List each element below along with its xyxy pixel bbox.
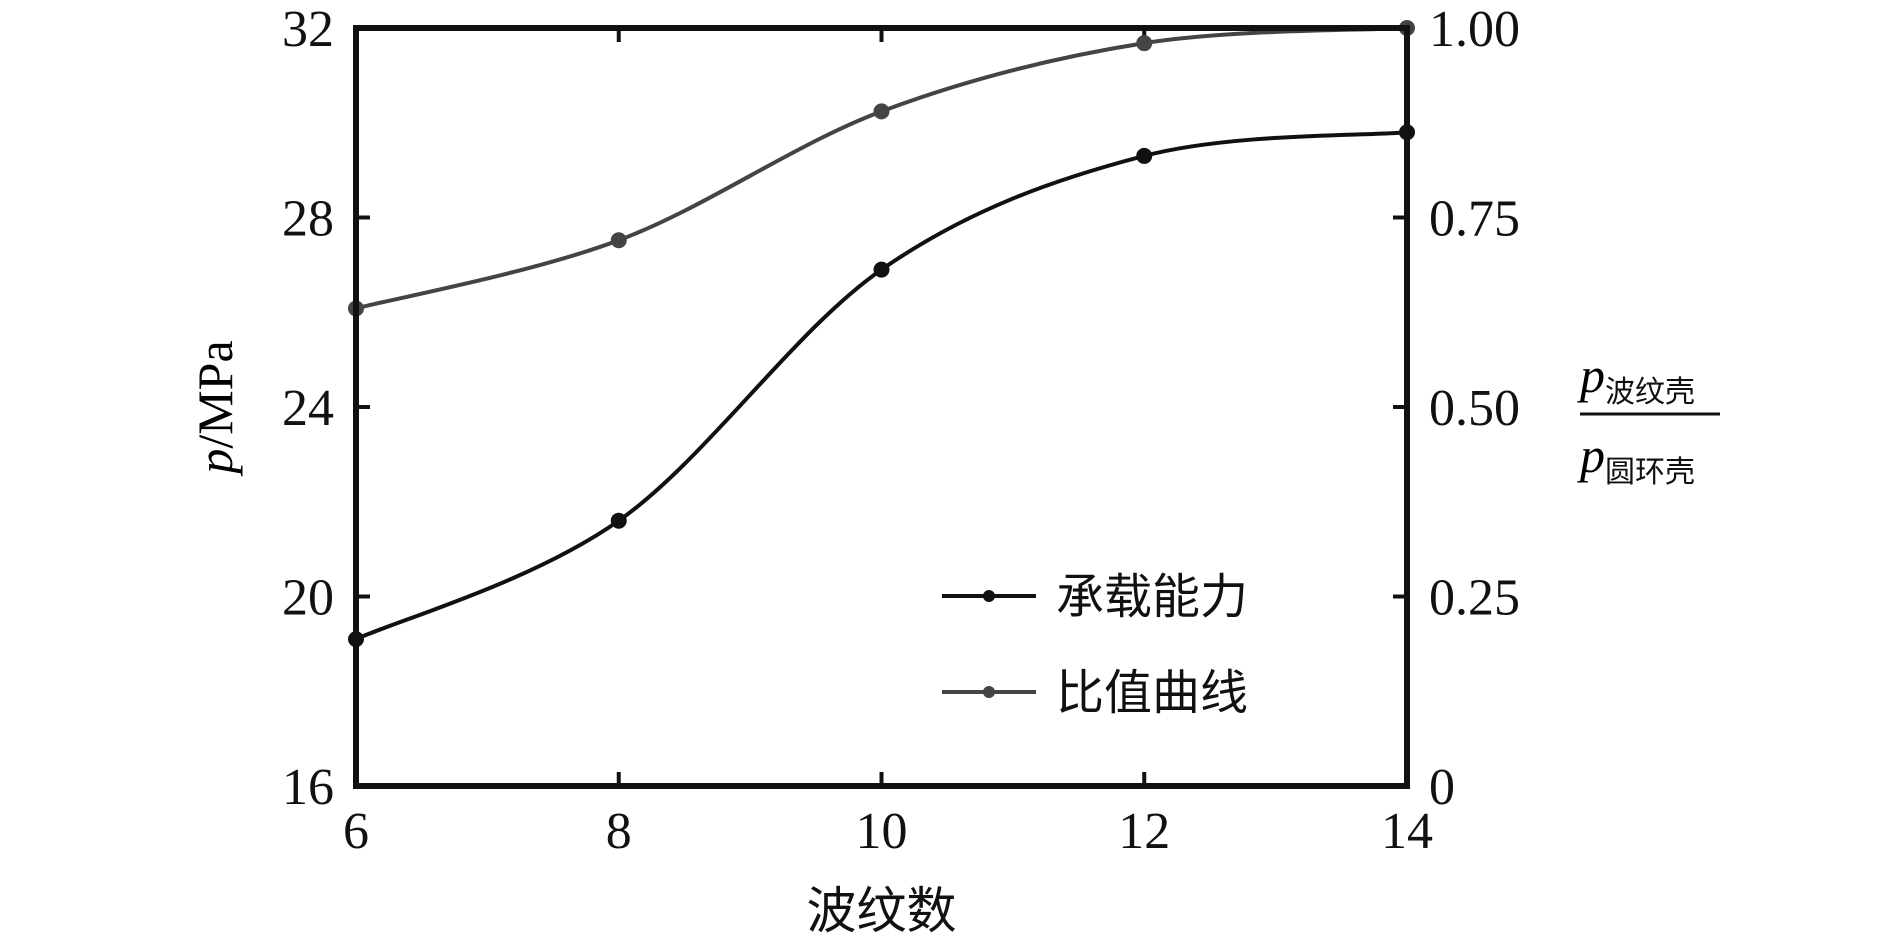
data-point-capacity [873, 261, 890, 278]
x-tick-label: 12 [1118, 803, 1170, 860]
data-point-ratio [610, 232, 627, 249]
x-tick-label: 6 [343, 803, 369, 860]
x-axis-title: 波纹数 [807, 882, 957, 940]
y-tick-label: 32 [282, 1, 334, 58]
data-point-ratio [1136, 35, 1153, 52]
y2-tick-label: 0.50 [1429, 380, 1520, 437]
y2-tick-label: 0 [1429, 759, 1455, 816]
y-axis-title: p/MPa [187, 340, 243, 476]
y-axis-title-var: p [187, 449, 243, 477]
y-tick-label: 20 [282, 570, 334, 627]
y-tick-label: 16 [282, 759, 334, 816]
legend-label-ratio: 比值曲线 [1056, 665, 1248, 721]
y2-axis-title-denominator: p圆环壳 [1577, 427, 1695, 490]
series-line-capacity [355, 130, 1408, 641]
plot-frame [353, 25, 1410, 789]
y2-axis-title-numerator: p波纹壳 [1577, 347, 1695, 410]
legend-label-capacity: 承载能力 [1056, 569, 1248, 625]
series-layer [348, 20, 1415, 648]
y2-tick-label: 1.00 [1429, 1, 1520, 58]
y2-num-sub: 波纹壳 [1605, 375, 1695, 410]
y2-den-sub: 圆环壳 [1605, 455, 1695, 490]
y-tick-label: 28 [282, 191, 334, 248]
legend-marker-ratio [983, 686, 995, 698]
ticks-layer: 6 8 10 12 14 16 20 24 28 32 0 0.25 0.50 0.75 1.00 [282, 1, 1520, 860]
x-tick-label: 8 [606, 803, 632, 860]
x-tick-label: 10 [856, 803, 908, 860]
y2-axis-title: p波纹壳 p圆环壳 [1577, 347, 1720, 490]
y2-tick-label: 0.75 [1429, 191, 1520, 248]
data-point-capacity [1136, 147, 1153, 164]
y2-den-var: p [1577, 427, 1605, 483]
y-tick-label: 24 [282, 380, 334, 437]
y2-num-var: p [1577, 347, 1605, 403]
y-axis-title-unit: /MPa [187, 340, 243, 448]
data-point-ratio [873, 103, 890, 120]
y2-tick-label: 0.25 [1429, 570, 1520, 627]
legend: 承载能力 比值曲线 [942, 569, 1248, 721]
x-tick-label: 14 [1381, 803, 1433, 860]
legend-marker-capacity [983, 590, 995, 602]
data-point-capacity [610, 512, 627, 529]
